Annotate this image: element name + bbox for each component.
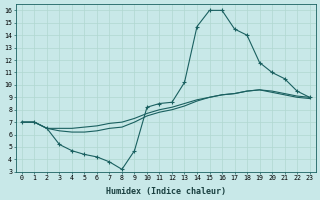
X-axis label: Humidex (Indice chaleur): Humidex (Indice chaleur) [106,187,226,196]
